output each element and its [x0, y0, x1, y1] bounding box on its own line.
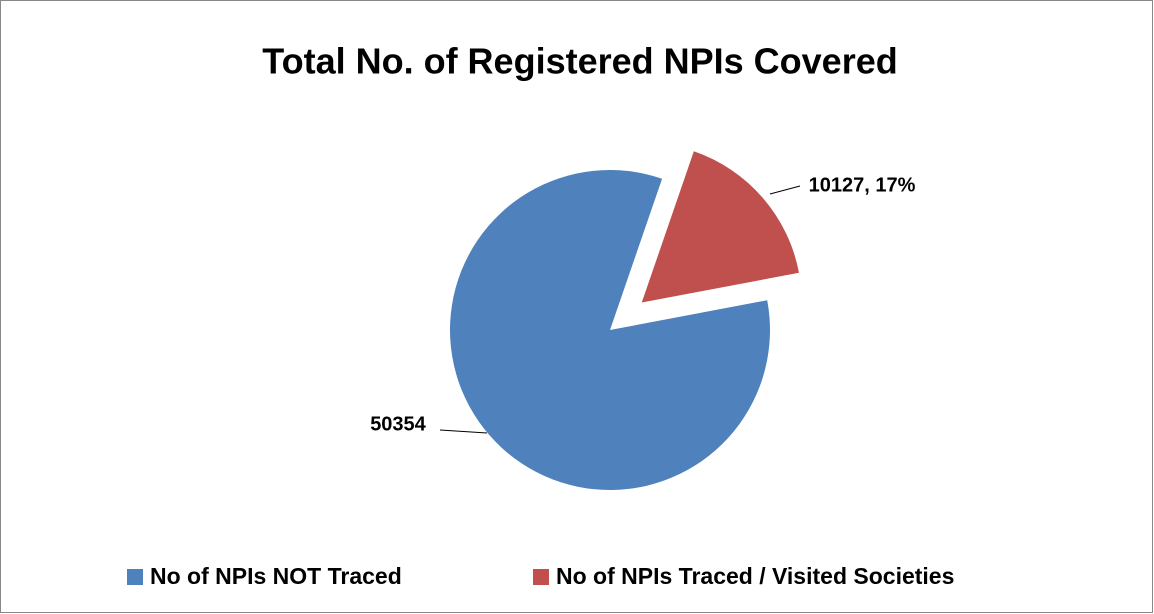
pie-slice [450, 169, 770, 490]
data-label: 10127, 17% [809, 174, 916, 196]
legend-swatch [127, 569, 143, 585]
legend-label: No of NPIs Traced / Visited Societies [556, 563, 954, 589]
legend-label: No of NPIs NOT Traced [150, 563, 402, 589]
chart-title: Total No. of Registered NPIs Covered [262, 41, 897, 82]
legend-swatch [533, 569, 549, 585]
pie-slice [641, 151, 799, 303]
leader-line [439, 429, 488, 434]
leader-line [769, 185, 801, 195]
data-label: 50354 [370, 413, 426, 435]
